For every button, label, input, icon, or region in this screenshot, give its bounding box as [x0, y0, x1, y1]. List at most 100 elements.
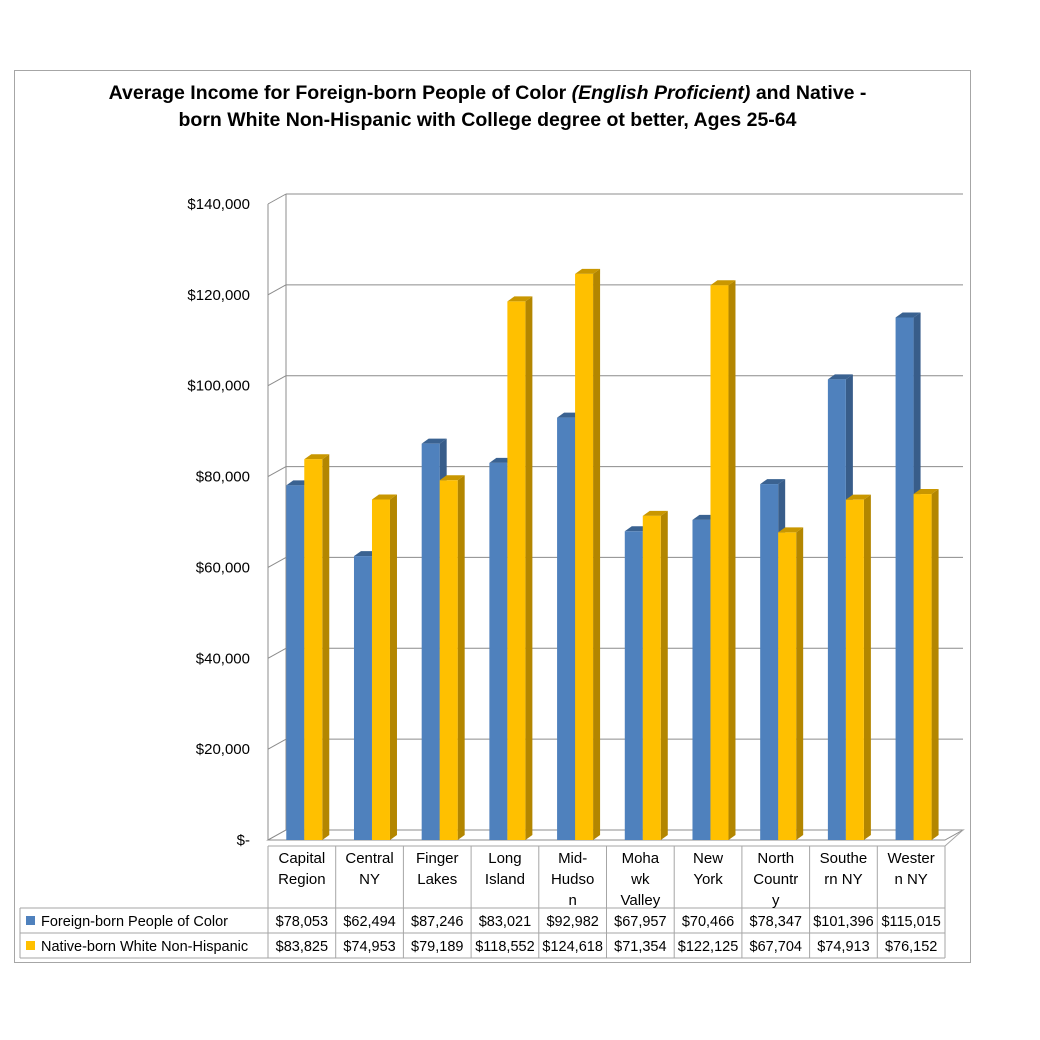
- bar-side: [796, 527, 804, 840]
- category-label: Finger: [416, 850, 459, 867]
- bar-side: [728, 280, 736, 840]
- data-table-value: $87,246: [411, 914, 463, 930]
- title-line-1: Average Income for Foreign-born People o…: [0, 80, 975, 107]
- bar: [421, 443, 440, 840]
- bar: [575, 273, 594, 840]
- category-label: Mid-: [558, 850, 587, 867]
- category-label: wk: [630, 871, 650, 888]
- data-table-value: $83,825: [276, 939, 328, 955]
- data-table-value: $78,053: [276, 914, 328, 930]
- bar-top: [913, 489, 939, 495]
- bar: [760, 484, 779, 840]
- side-wall-gridline: [267, 556, 287, 568]
- y-tick-label: $40,000: [196, 650, 250, 667]
- category-label: Countr: [753, 871, 798, 888]
- category-label: rn NY: [824, 871, 862, 888]
- bar-top: [827, 374, 853, 380]
- data-table-value: $115,015: [881, 914, 940, 930]
- category-label: Lakes: [417, 871, 457, 888]
- data-table-value: $101,396: [813, 914, 873, 930]
- bar-side: [457, 475, 465, 840]
- y-tick-label: $20,000: [196, 741, 250, 758]
- category-label: New: [693, 850, 723, 867]
- side-wall-gridline: [267, 284, 287, 296]
- side-wall-gridline: [267, 647, 287, 659]
- category-label: n NY: [894, 871, 927, 888]
- bar: [845, 499, 864, 840]
- bar-top: [845, 494, 871, 500]
- title-line-1-italic: (English Proficient): [571, 82, 751, 104]
- y-tick-label: $120,000: [187, 287, 250, 304]
- side-wall-gridline: [267, 193, 287, 205]
- bar-top: [304, 454, 330, 460]
- title-line-2: born White Non-Hispanic with College deg…: [178, 109, 797, 131]
- bar-side: [389, 494, 397, 840]
- bar: [507, 301, 526, 841]
- data-table-value: $74,913: [817, 939, 869, 955]
- legend-swatch: [26, 941, 35, 950]
- bar-side: [863, 494, 871, 840]
- y-tick-label: $60,000: [196, 559, 250, 576]
- category-label: North: [757, 850, 794, 867]
- category-label: Central: [345, 850, 393, 867]
- bar-side: [931, 489, 939, 840]
- bar: [286, 485, 305, 840]
- data-table-value: $118,552: [475, 939, 534, 955]
- data-table-value: $71,354: [614, 939, 666, 955]
- bar-top: [895, 312, 921, 318]
- data-table-value: $70,466: [682, 914, 734, 930]
- bar-side: [660, 510, 668, 840]
- bar-side: [525, 296, 533, 841]
- legend-label: Native-born White Non-Hispanic: [41, 939, 248, 955]
- category-label: Moha: [622, 850, 660, 867]
- bar-top: [710, 280, 736, 286]
- y-tick-label: $140,000: [187, 196, 250, 213]
- data-table-value: $83,021: [479, 914, 531, 930]
- y-tick-label: $80,000: [196, 469, 250, 486]
- bar: [692, 519, 711, 840]
- category-label: y: [772, 892, 780, 909]
- bar-top: [371, 494, 397, 500]
- bar-side: [322, 454, 330, 840]
- data-table-value: $122,125: [678, 939, 738, 955]
- bar: [304, 459, 323, 840]
- category-label: Southe: [820, 850, 868, 867]
- side-wall-gridline: [267, 738, 287, 750]
- category-label: Island: [485, 871, 525, 888]
- data-table-value: $79,189: [411, 939, 463, 955]
- data-table-value: $67,957: [614, 914, 666, 930]
- legend-label: Foreign-born People of Color: [41, 914, 228, 930]
- title-line-1-b: and Native -: [750, 82, 867, 104]
- bar: [624, 531, 643, 840]
- bar: [557, 417, 576, 840]
- category-label: York: [693, 871, 723, 888]
- title-line-1-a: Average Income for Foreign-born People o…: [108, 82, 572, 104]
- bar: [353, 556, 372, 840]
- bar-top: [421, 438, 447, 444]
- side-wall-gridline: [267, 466, 287, 478]
- y-tick-label: $100,000: [187, 378, 250, 395]
- bar-top: [778, 527, 804, 533]
- category-label: Region: [278, 871, 326, 888]
- category-label: Hudso: [551, 871, 594, 888]
- bar-top: [760, 479, 786, 485]
- category-label: Valley: [620, 892, 660, 909]
- side-wall-gridline: [267, 375, 287, 387]
- chart-title: Average Income for Foreign-born People o…: [0, 80, 975, 134]
- bar: [778, 532, 797, 840]
- data-table-value: $76,152: [885, 939, 937, 955]
- legend-swatch: [26, 916, 35, 925]
- bar-top: [507, 296, 533, 302]
- bar: [439, 480, 458, 840]
- bar-top: [642, 510, 668, 516]
- bar-top: [575, 268, 601, 274]
- bar: [895, 317, 914, 840]
- data-table-value: $74,953: [343, 939, 395, 955]
- category-label: Wester: [888, 850, 935, 867]
- bar: [489, 462, 508, 840]
- data-table-value: $62,494: [343, 914, 395, 930]
- category-label: Long: [488, 850, 521, 867]
- bar: [371, 499, 390, 840]
- bar: [642, 515, 661, 840]
